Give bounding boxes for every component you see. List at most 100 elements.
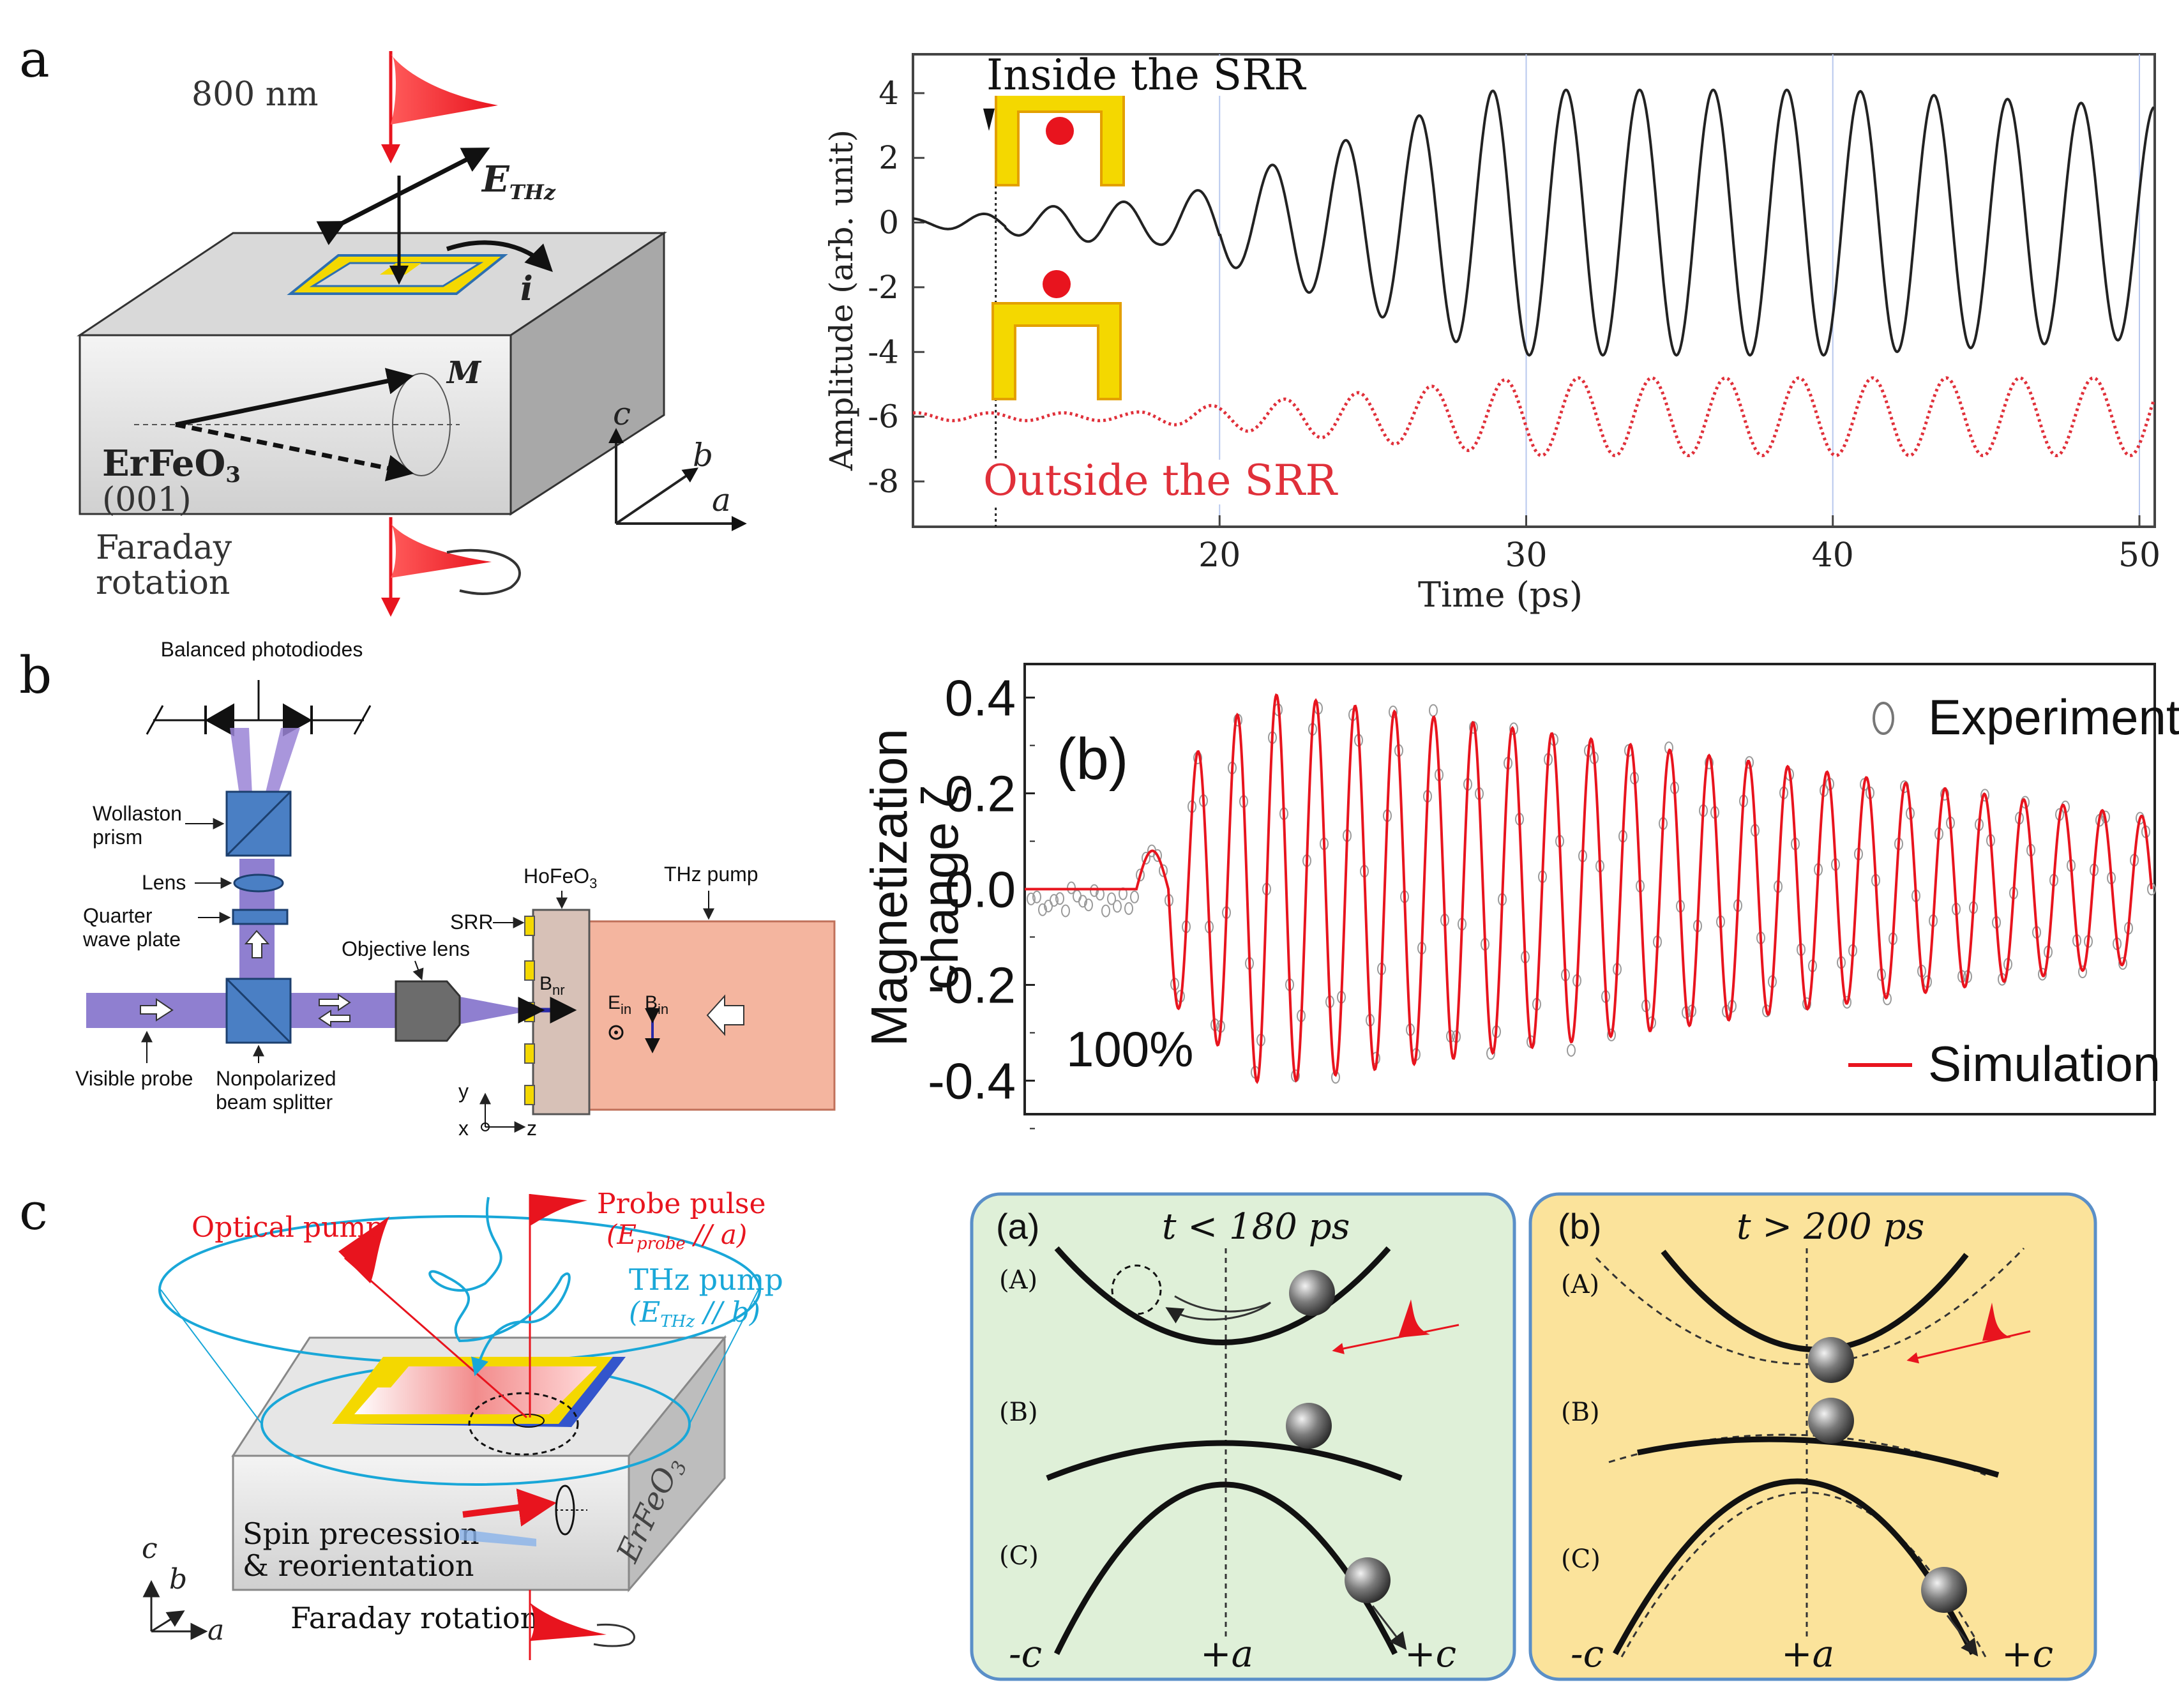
experiment-point bbox=[2118, 956, 2127, 970]
experiment-point bbox=[1136, 868, 1145, 882]
ein-out-of-plane bbox=[608, 1025, 624, 1040]
current-label: i bbox=[520, 269, 533, 308]
legend-experiment-marker bbox=[1873, 702, 1894, 735]
energy-diagram-left: (a) t < 180 ps (A) (B) (C) -c +a +c bbox=[970, 1192, 1516, 1681]
magnetization-vector-dashed bbox=[175, 422, 414, 481]
outside-srr-label: Outside the SRR bbox=[983, 456, 1338, 505]
thz-field-label: ETHz bbox=[481, 158, 556, 204]
energy-right-pump-arrow bbox=[1906, 1330, 2031, 1364]
chart-a-ytick-label: -2 bbox=[868, 269, 899, 306]
experiment-point bbox=[1159, 864, 1168, 877]
energy-right-bg bbox=[1528, 1192, 2097, 1681]
energy-right-ref-b bbox=[1608, 1433, 1986, 1476]
axis-b-label: b bbox=[693, 437, 713, 474]
photodiode-tick-left bbox=[146, 705, 164, 735]
ein-dot bbox=[614, 1031, 618, 1034]
c-axis-b-line bbox=[151, 1610, 185, 1633]
energy-left-tag: (a) bbox=[996, 1206, 1039, 1246]
chart-a-ytick-label: -4 bbox=[868, 333, 899, 370]
wollaston-diagonal bbox=[225, 790, 292, 857]
legend-bg bbox=[1858, 677, 2139, 747]
c-axis-b-label: b bbox=[169, 1563, 187, 1596]
experiment-point bbox=[1090, 884, 1099, 897]
crystal-label: ErFeO3 bbox=[102, 442, 241, 488]
chart-b-ytick-label: 0.0 bbox=[945, 861, 1016, 918]
magnetization-label: M bbox=[446, 355, 482, 391]
probe-region bbox=[468, 1392, 579, 1456]
inside-label-bg bbox=[983, 56, 1379, 96]
chart-a-xtick-label: 40 bbox=[1812, 536, 1854, 575]
energy-right-condition: t > 200 ps bbox=[1737, 1206, 1924, 1248]
experiment-point bbox=[1032, 890, 1041, 903]
chart-a-xtick-label: 50 bbox=[2118, 536, 2160, 575]
experiment-point bbox=[1027, 892, 1036, 905]
chart-b-ytick-label: -0.2 bbox=[928, 957, 1016, 1014]
chart-a-ytick-label: 2 bbox=[878, 139, 899, 176]
probe-spot bbox=[513, 1414, 545, 1428]
split-beam-right bbox=[265, 728, 300, 795]
energy-left-ball-b bbox=[1286, 1403, 1332, 1449]
chart-a-xtick-label: 20 bbox=[1198, 536, 1240, 575]
energy-right-ref-a bbox=[1595, 1247, 2025, 1365]
srr-label: SRR bbox=[450, 911, 494, 933]
beam-arrow-up bbox=[244, 930, 270, 958]
hofeo-label: HoFeO3 bbox=[524, 865, 597, 891]
chart-a-ylabel: Amplitude (arb. unit) bbox=[823, 130, 860, 471]
panel-c-schematic: Optical pump Probe pulse (Eprobe // a) T… bbox=[142, 1188, 783, 1660]
chart-a-ytick-label: -6 bbox=[868, 398, 899, 435]
probe-spot-outside bbox=[1043, 270, 1071, 298]
faraday-label-1: Faraday bbox=[96, 529, 232, 567]
visible-probe-label: Visible probe bbox=[75, 1067, 193, 1090]
c-srr-inner bbox=[354, 1366, 597, 1414]
faraday-label-2: rotation bbox=[96, 564, 230, 602]
srr-pad-4 bbox=[524, 1043, 535, 1064]
thz-pump-label: THz pump bbox=[629, 1262, 783, 1297]
orientation-label: (001) bbox=[102, 481, 192, 519]
experiment-point bbox=[1124, 902, 1133, 915]
objective-label: Objective lens bbox=[342, 937, 470, 960]
experiment-point bbox=[1055, 892, 1064, 905]
magnetization-vector bbox=[175, 368, 414, 427]
optical-pump-beam bbox=[344, 1257, 527, 1419]
current-arrow bbox=[446, 240, 553, 272]
energy-right-axis-pos-c: +c bbox=[2002, 1632, 2053, 1675]
energy-right-ball-a bbox=[1808, 1337, 1854, 1383]
energy-right-ball-b bbox=[1808, 1398, 1854, 1444]
energy-left-axis-pos-c: +c bbox=[1405, 1632, 1456, 1675]
energy-right-roll-arrow bbox=[1946, 1615, 1979, 1657]
experiment-point bbox=[1061, 904, 1070, 918]
energy-right-axis-a: +a bbox=[1781, 1632, 1834, 1675]
energy-right-state-a: (A) bbox=[1561, 1270, 1599, 1299]
quarter-wave-plate bbox=[232, 909, 289, 925]
axis-a-label: a bbox=[712, 481, 731, 518]
c-faraday-pulse bbox=[530, 1603, 607, 1641]
energy-left-state-c: (C) bbox=[999, 1541, 1039, 1571]
chart-b-percent: 100% bbox=[1066, 1021, 1194, 1077]
energy-left-dashed-ball bbox=[1111, 1264, 1162, 1315]
chart-b-ytick-label: -0.4 bbox=[928, 1053, 1016, 1110]
splitter-label-2: beam splitter bbox=[216, 1091, 333, 1114]
experiment-point bbox=[1153, 849, 1162, 862]
split-beam-left bbox=[230, 728, 252, 795]
srr-pad-1 bbox=[524, 916, 535, 936]
optical-pump-label: Optical pump bbox=[192, 1211, 384, 1244]
wollaston-label-1: Wollaston bbox=[93, 802, 182, 825]
objective-pointer bbox=[412, 960, 424, 981]
spin-label-1: Spin precession bbox=[243, 1516, 479, 1551]
photodiode-right bbox=[283, 703, 313, 737]
srr-pad-2 bbox=[524, 960, 535, 981]
splitter-label-1: Nonpolarized bbox=[216, 1067, 336, 1090]
chart-a-ytick-label: 0 bbox=[878, 204, 899, 241]
energy-right-curve-c bbox=[1613, 1478, 1976, 1656]
srr-pad-3 bbox=[524, 1002, 535, 1022]
photodiode-left bbox=[204, 703, 234, 737]
c-srr-gap-top bbox=[364, 1366, 409, 1387]
experiment-point bbox=[1107, 892, 1116, 905]
thz-wave bbox=[428, 1197, 571, 1377]
srr-icon-outside bbox=[991, 270, 1122, 400]
pump-pulse-icon bbox=[391, 54, 498, 125]
c-faraday-ellipse bbox=[593, 1623, 635, 1647]
lens bbox=[233, 873, 284, 893]
